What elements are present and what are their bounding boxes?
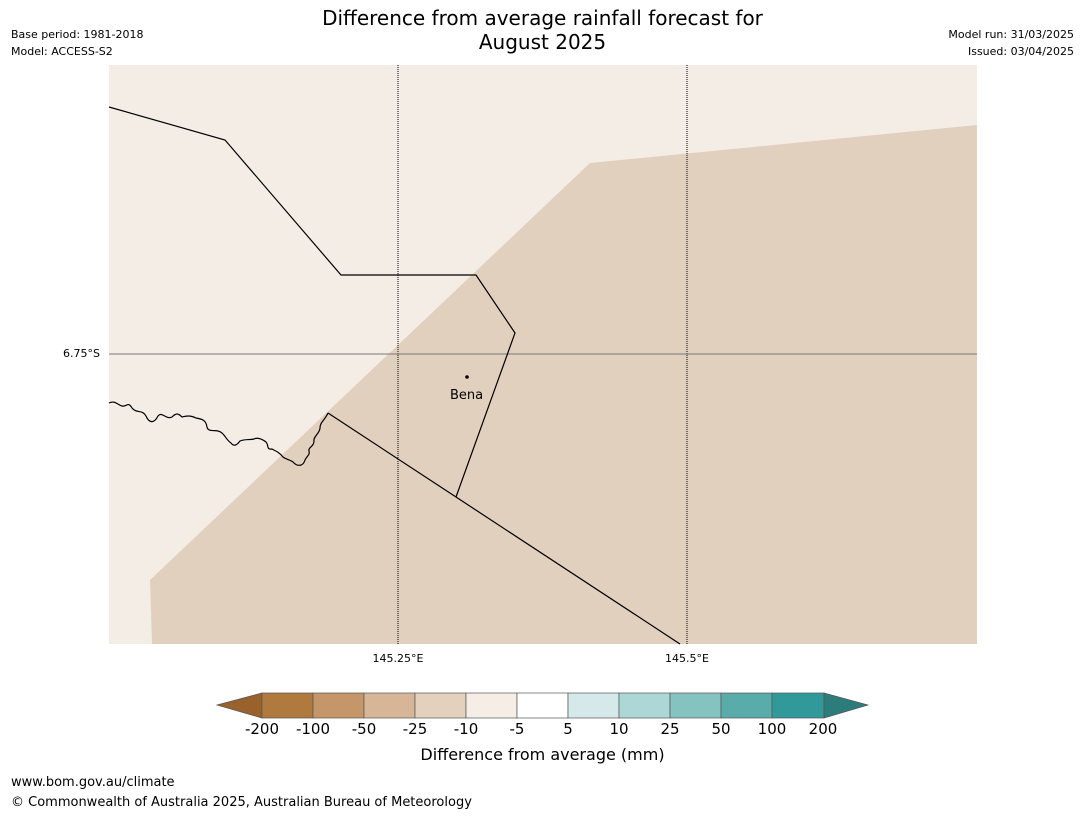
title-line-1: Difference from average rainfall forecas… — [322, 6, 763, 30]
bena-marker — [465, 375, 469, 379]
colorbar-label: Difference from average (mm) — [420, 745, 665, 764]
colorbar-segment-low-extend — [215, 692, 263, 719]
lat-label-6-75: 6.75°S — [63, 347, 100, 360]
lon-label-145-25: 145.25°E — [372, 652, 424, 665]
colorbar-tick: -100 — [295, 720, 331, 738]
colorbar-tick: -5 — [509, 720, 525, 738]
colorbar-segment-8 — [618, 692, 671, 719]
colorbar-segment-3 — [363, 692, 416, 719]
meta-right: Model run: 31/03/2025 Issued: 03/04/2025 — [948, 26, 1074, 60]
colorbar-segment-5 — [465, 692, 518, 719]
colorbar-tick: 5 — [563, 720, 573, 738]
colorbar — [215, 692, 870, 719]
colorbar-tick: 10 — [609, 720, 629, 738]
colorbar-tick: 25 — [660, 720, 680, 738]
colorbar-segment-2 — [312, 692, 365, 719]
boundary-north — [108, 106, 516, 498]
place-label-bena: Bena — [450, 388, 484, 403]
colorbar-segment-high-extend — [823, 692, 870, 719]
colorbar-segment-10 — [720, 692, 773, 719]
colorbar-tick: -50 — [351, 720, 377, 738]
colorbar-segment-6 — [516, 692, 569, 719]
footer-copyright: © Commonwealth of Australia 2025, Austra… — [11, 795, 472, 810]
colorbar-tick: -200 — [244, 720, 280, 738]
boundary-south — [327, 412, 681, 645]
river-boundary — [108, 401, 329, 466]
base-period: Base period: 1981-2018 — [11, 28, 144, 41]
rainfall-region — [150, 125, 977, 644]
title-line-2: August 2025 — [478, 30, 607, 54]
colorbar-segment-7 — [567, 692, 620, 719]
chart-title: Difference from average rainfall forecas… — [0, 6, 1085, 54]
issued-date: Issued: 03/04/2025 — [967, 45, 1074, 58]
model-name: Model: ACCESS-S2 — [11, 45, 113, 58]
colorbar-tick: 100 — [757, 720, 787, 738]
model-run: Model run: 31/03/2025 — [948, 28, 1074, 41]
colorbar-tick: 200 — [808, 720, 838, 738]
footer-url: www.bom.gov.au/climate — [11, 775, 175, 790]
colorbar-segment-11 — [771, 692, 825, 719]
colorbar-tick: 50 — [711, 720, 731, 738]
colorbar-tick: -10 — [453, 720, 479, 738]
colorbar-segment-9 — [669, 692, 722, 719]
meta-left: Base period: 1981-2018 Model: ACCESS-S2 — [11, 26, 143, 60]
colorbar-tick: -25 — [402, 720, 428, 738]
lon-label-145-5: 145.5°E — [665, 652, 709, 665]
colorbar-segment-1 — [261, 692, 314, 719]
colorbar-segment-4 — [414, 692, 467, 719]
